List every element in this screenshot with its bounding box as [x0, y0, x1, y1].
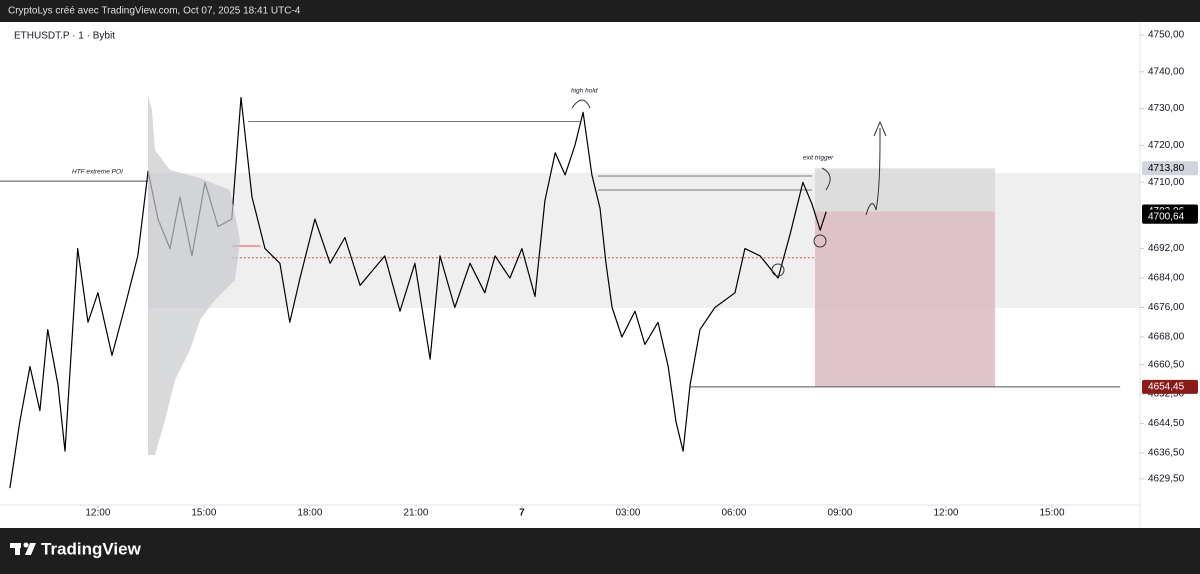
y-tick-label: 4676,00 [1148, 302, 1185, 313]
logo-part [15, 543, 20, 555]
price-tag [1142, 379, 1198, 394]
logo-part [25, 543, 36, 555]
brand: TradingView [41, 539, 142, 558]
volume-profile [148, 95, 240, 455]
header-text: CryptoLys créé avec TradingView.com, Oct… [8, 6, 301, 17]
price-tag [1142, 161, 1198, 176]
logo-part [23, 542, 29, 548]
y-tick-label: 4660,50 [1148, 359, 1185, 370]
y-tick-label: 4652,50 [1148, 389, 1185, 400]
x-tick-label: 15:00 [1039, 508, 1064, 519]
price-tag-label: 4713,80 [1148, 163, 1185, 174]
y-tick-label: 4629,50 [1148, 473, 1185, 484]
price-tag-label: 4700,64 [1148, 211, 1185, 222]
y-tick-label: 4740,00 [1148, 66, 1185, 77]
y-tick-label: 4668,00 [1148, 332, 1185, 343]
y-tick-label: 4684,00 [1148, 273, 1185, 284]
price-tag-label: 4654,45 [1148, 382, 1185, 393]
zone [814, 211, 996, 387]
plot [0, 96, 1140, 489]
logo [10, 542, 36, 555]
symbol: ETHUSDT.P · 1 · Bybit [14, 31, 115, 42]
y-tick-label: 4720,00 [1148, 140, 1185, 151]
arrow-drawing [865, 120, 887, 216]
x-tick-label: 06:00 [721, 508, 746, 519]
x-tick-label: 7 [519, 508, 525, 519]
annotation: HTF extreme POI [72, 169, 123, 176]
x-tick-label: 12:00 [933, 508, 958, 519]
arc-drawing [571, 99, 591, 109]
arrow-drawing [821, 167, 831, 191]
price-line [9, 96, 827, 489]
y-tick-label: 4710,00 [1148, 177, 1185, 188]
price-tag [1142, 209, 1198, 224]
x-tick-label: 15:00 [191, 508, 216, 519]
x-tick-label: 21:00 [403, 508, 428, 519]
y-tick-label: 4692,00 [1148, 243, 1185, 254]
circle-drawing [771, 263, 785, 277]
circle-drawing [813, 234, 827, 248]
annotation: exit trigger [803, 155, 834, 162]
y-tick-label: 4636,50 [1148, 448, 1185, 459]
x-tick-label: 03:00 [615, 508, 640, 519]
y-tick-label: 4644,50 [1148, 418, 1185, 429]
y-tick-label: 4730,00 [1148, 103, 1185, 114]
x-tick-label: 12:00 [85, 508, 110, 519]
x-tick-label: 09:00 [827, 508, 852, 519]
annotation: high hold [571, 88, 598, 95]
zone [814, 168, 996, 212]
y-tick-label: 4750,00 [1148, 30, 1185, 41]
x-tick-label: 18:00 [297, 508, 322, 519]
